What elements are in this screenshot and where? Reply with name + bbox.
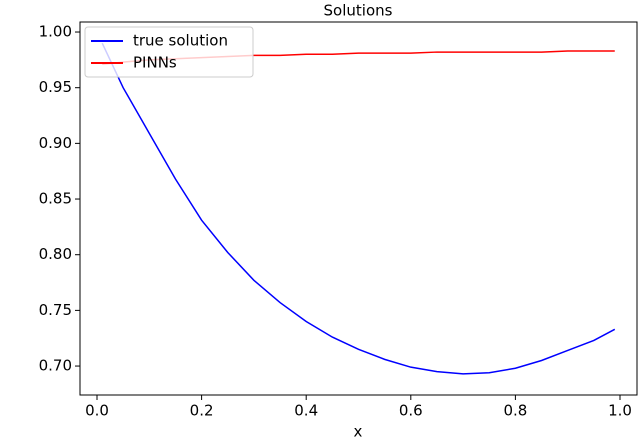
y-tick-label: 0.95 [39,78,72,96]
legend-label: PINNs [133,54,177,72]
x-tick-label: 0.6 [399,402,423,420]
y-tick-label: 0.90 [39,134,72,152]
x-tick-label: 0.0 [85,402,109,420]
x-axis-label: x [354,423,363,440]
y-tick-label: 0.70 [39,357,72,375]
line-series [101,42,616,375]
legend-box [84,26,254,78]
y-tick-label: 0.75 [39,301,72,319]
chart-title: Solutions [324,2,393,20]
x-tick-label: 1.0 [608,402,632,420]
y-tick-label: 0.85 [39,190,72,208]
x-tick-label: 0.4 [294,402,318,420]
y-tick-label: 1.00 [39,23,72,41]
x-tick-label: 0.8 [503,402,527,420]
axes-frame [79,21,638,396]
legend-label: true solution [133,32,228,50]
y-tick-label: 0.80 [39,245,72,263]
x-tick-label: 0.2 [190,402,214,420]
